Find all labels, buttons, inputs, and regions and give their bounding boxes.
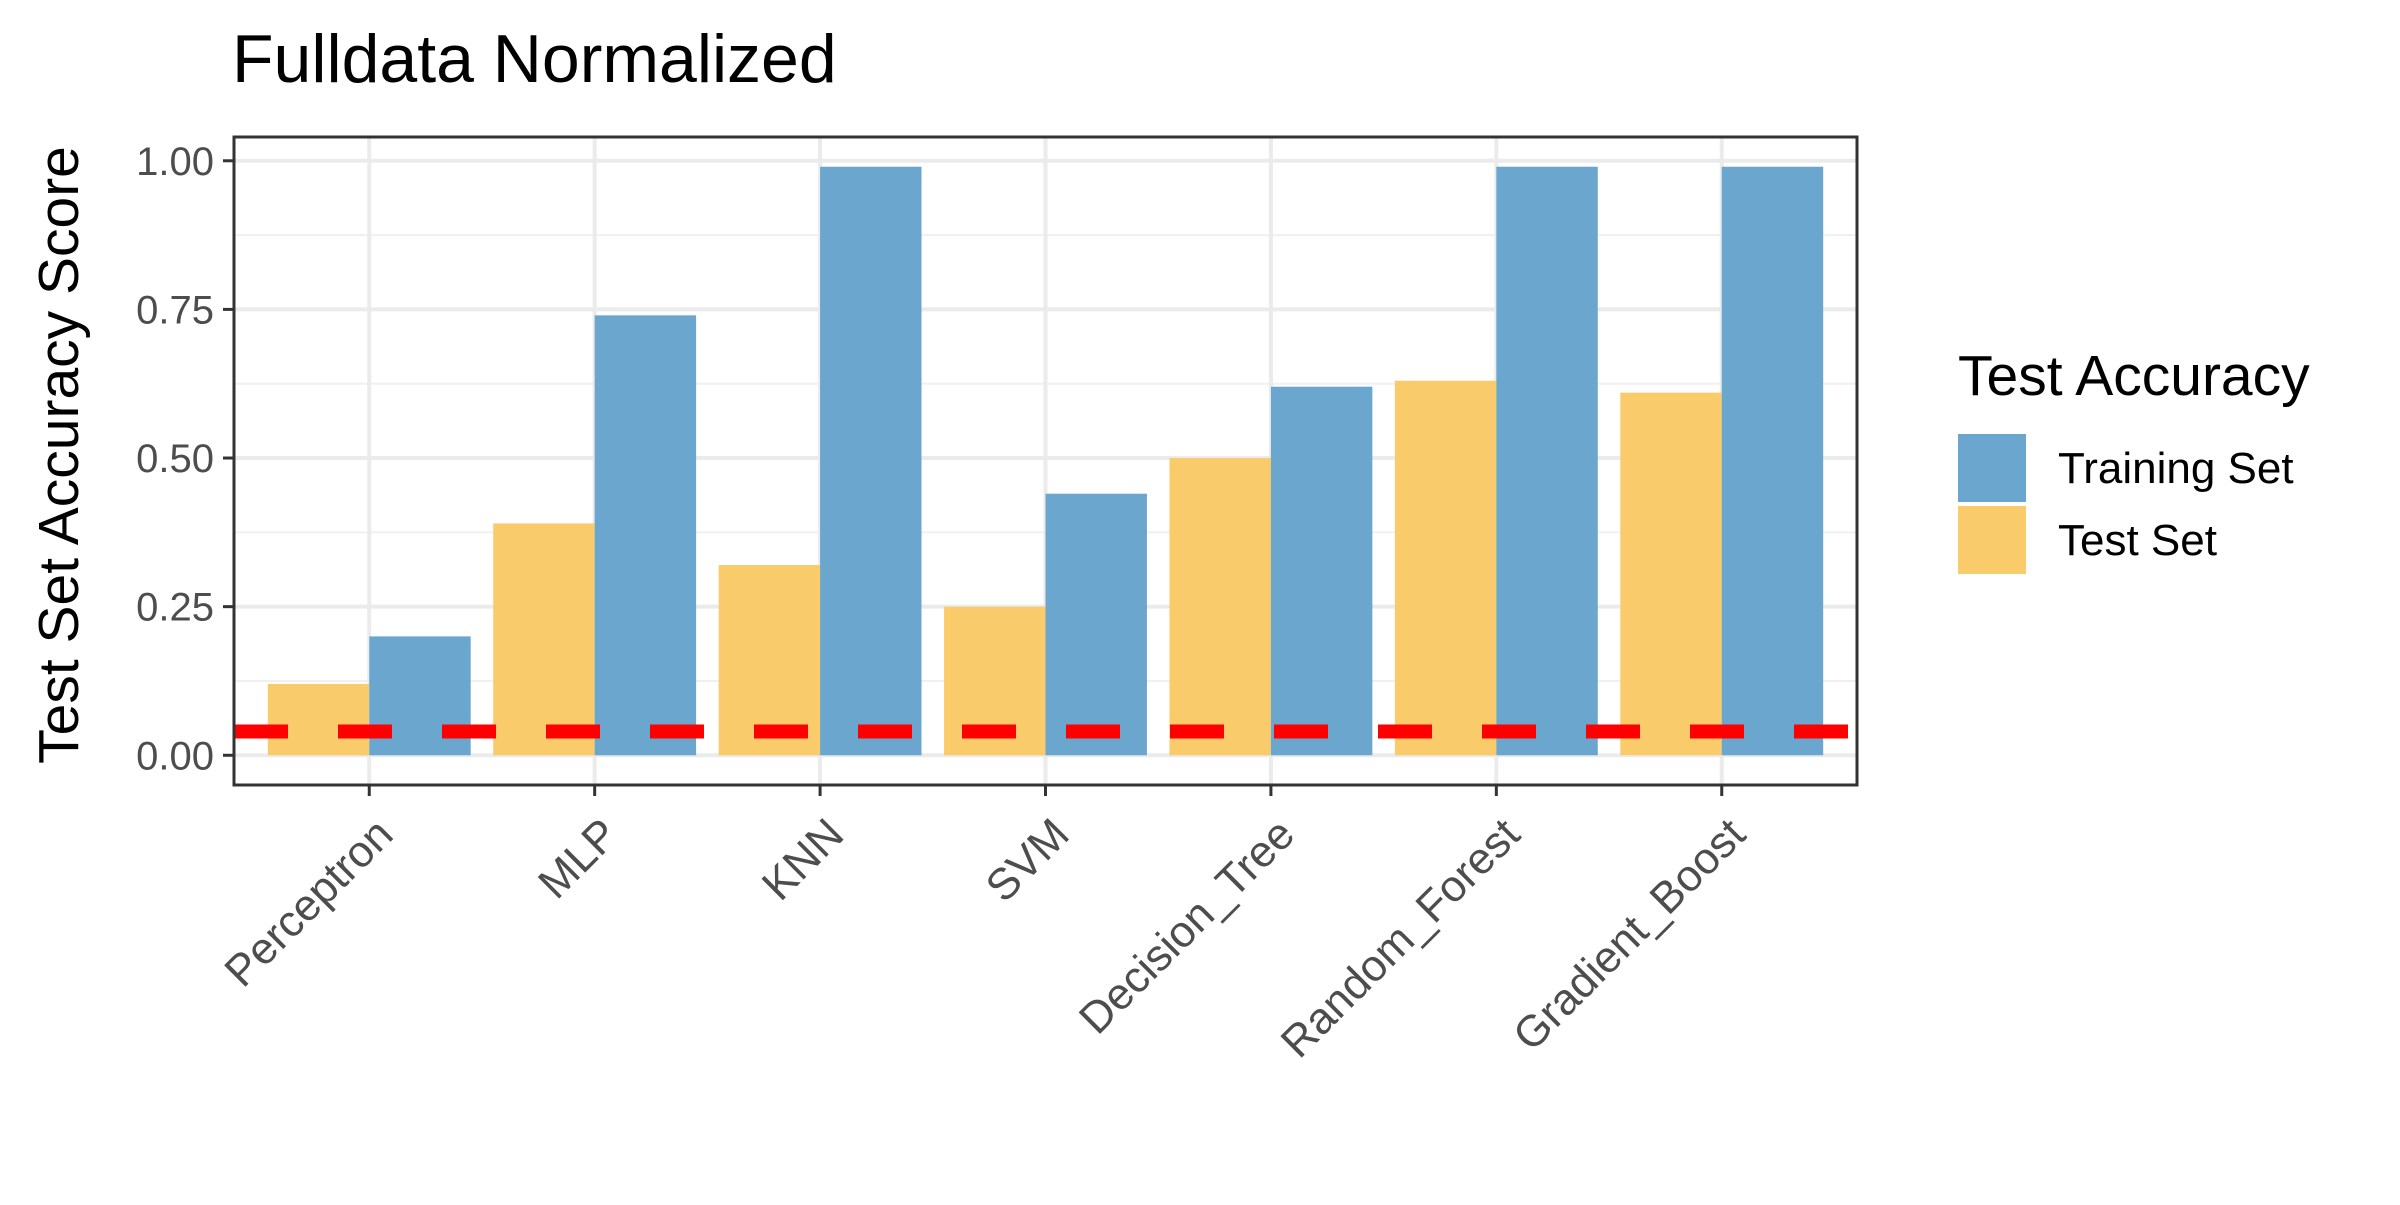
x-axis: Perceptron MLP KNN SVMDecision_TreeRandom_F…	[215, 785, 1755, 1067]
y-axis-label: Test Set Accuracy Score	[27, 146, 91, 764]
bar-training-set-gradient-boost	[1721, 166, 1824, 756]
legend: Training Set Test Set	[1958, 434, 2294, 574]
bar-test-set-decision-tree	[1169, 458, 1271, 756]
y-tick-label: 1.00	[136, 140, 214, 184]
legend-key-training-set	[1958, 434, 2026, 502]
bar-training-set-mlp	[594, 315, 697, 756]
y-tick-label: 0.00	[136, 734, 214, 778]
bar-test-set-knn	[718, 565, 821, 756]
bar-test-set-mlp	[493, 523, 595, 756]
y-tick-label: 0.50	[136, 437, 214, 481]
bar-training-set-random-forest	[1496, 166, 1598, 756]
y-tick-label: 0.25	[136, 586, 214, 630]
x-tick-label: SVM	[976, 809, 1078, 911]
bar-training-set-knn	[820, 166, 922, 756]
x-tick-label: KNN	[753, 809, 853, 909]
bar-test-set-perceptron	[267, 683, 370, 756]
y-tick-label: 0.75	[136, 288, 214, 332]
bar-test-set-gradient-boost	[1620, 392, 1722, 756]
x-tick-label: Perceptron	[215, 809, 402, 996]
x-tick-label: Decision_Tree	[1070, 809, 1304, 1043]
x-tick-label: Gradient_Boost	[1504, 809, 1755, 1060]
legend-label-training-set: Training Set	[2058, 444, 2294, 493]
bar-test-set-random-forest	[1394, 380, 1497, 756]
legend-title: Test Accuracy	[1958, 344, 2310, 408]
x-tick-label: Random_Forest	[1272, 809, 1530, 1067]
legend-label-test-set: Test Set	[2058, 516, 2217, 565]
y-axis: 0.00 0.25 0.50 0.75 1.00	[136, 140, 234, 778]
legend-key-test-set	[1958, 506, 2026, 574]
x-tick-label: MLP	[529, 809, 628, 908]
chart-title: Fulldata Normalized	[232, 21, 837, 97]
bar-training-set-svm	[1045, 493, 1147, 756]
bar-training-set-decision-tree	[1270, 386, 1373, 756]
